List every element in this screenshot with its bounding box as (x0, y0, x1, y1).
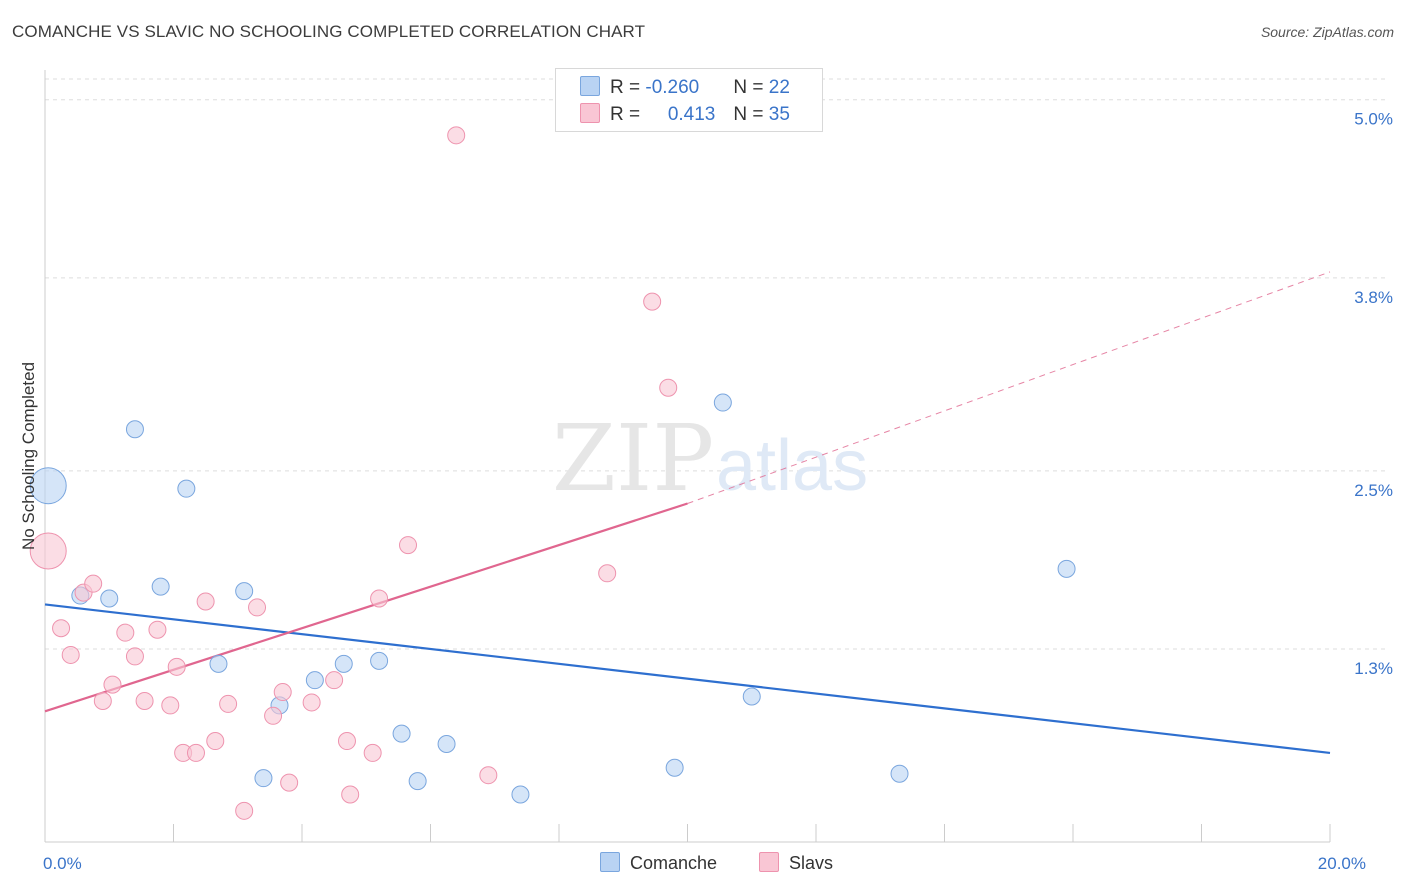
slavs-point-31 (479, 766, 498, 785)
comanche-trend-line (44, 603, 1331, 755)
comanche-point-21 (1057, 559, 1076, 578)
y-tick-label-0: 1.3% (1354, 659, 1393, 678)
trend-layer (44, 271, 1331, 755)
comanche-r-label: R = (610, 77, 646, 98)
slavs-point-7 (125, 647, 144, 666)
x-tick-label-1: 20.0% (1318, 854, 1366, 873)
y-axis-title: No Schooling Completed (19, 362, 38, 550)
slavs-point-5 (103, 675, 122, 694)
slavs-point-18 (248, 598, 267, 617)
x-tick-label-0: 0.0% (43, 854, 82, 873)
chart-title: COMANCHE VS SLAVIC NO SCHOOLING COMPLETE… (12, 22, 646, 41)
slavs-point-27 (370, 589, 389, 608)
slavs-n-value: 35 (768, 104, 790, 125)
comanche-point-10 (334, 654, 353, 673)
comanche-r-value: -0.260 (645, 77, 700, 98)
slavs-point-4 (84, 574, 103, 593)
slavs-trend-line (44, 502, 688, 713)
slavs-r-label: R = (610, 104, 646, 125)
slavs-swatch (580, 103, 600, 123)
bottom-slavs-label: Slavs (789, 853, 834, 873)
comanche-point-18 (713, 393, 732, 412)
y-tick-label-3: 5.0% (1354, 110, 1393, 129)
slavs-point-1 (52, 619, 71, 638)
bottom-comanche-swatch (600, 852, 620, 872)
comanche-swatch (580, 76, 600, 96)
axis-layer (44, 70, 1331, 843)
comanche-n-value: 22 (768, 77, 790, 98)
comanche-point-2 (177, 479, 196, 498)
slavs-point-23 (325, 671, 344, 690)
comanche-point-16 (511, 785, 530, 804)
slavs-point-21 (280, 773, 299, 792)
slavs-point-32 (598, 564, 617, 583)
grid-layer (45, 78, 1385, 650)
watermark: ZIP atlas (552, 405, 868, 512)
comanche-point-14 (254, 769, 273, 788)
comanche-point-0 (29, 467, 67, 505)
slavs-point-24 (337, 732, 356, 751)
comanche-point-4 (100, 589, 119, 608)
comanche-point-7 (209, 654, 228, 673)
slavs-point-26 (363, 743, 382, 762)
comanche-point-11 (370, 651, 389, 670)
y-tick-label-1: 2.5% (1354, 481, 1393, 500)
bottom-comanche-label: Comanche (630, 853, 718, 873)
slavs-point-11 (161, 696, 180, 715)
bottom-legend-slavs: Slavs (759, 852, 833, 874)
comanche-n-label: N = (733, 77, 769, 98)
correlation-legend: R = -0.260 N = 22 R = 0.413 N = 35 (555, 68, 823, 132)
slavs-point-22 (302, 693, 321, 712)
slavs-point-20 (273, 683, 292, 702)
bottom-legend-comanche: Comanche (600, 852, 717, 874)
comanche-point-6 (235, 582, 254, 601)
slavs-point-15 (196, 592, 215, 611)
comanche-point-20 (890, 764, 909, 783)
legend-row-slavs: R = 0.413 N = 35 (580, 103, 790, 127)
points-layer (29, 126, 1076, 820)
slavs-point-16 (206, 732, 225, 751)
slavs-point-0 (29, 532, 67, 570)
comanche-point-19 (742, 687, 761, 706)
slavs-point-10 (148, 620, 167, 639)
comanche-point-13 (437, 735, 456, 754)
watermark-zip: ZIP (552, 405, 714, 512)
y-tick-label-2: 3.8% (1354, 288, 1393, 307)
slavs-point-9 (135, 691, 154, 710)
comanche-point-17 (665, 758, 684, 777)
comanche-point-5 (151, 577, 170, 596)
comanche-point-15 (408, 772, 427, 791)
slavs-point-25 (341, 785, 360, 804)
slavs-r-value: 0.413 (667, 104, 716, 125)
slavs-point-17 (219, 694, 238, 713)
slavs-n-label: N = (733, 104, 769, 125)
slavs-trend-extension (687, 271, 1331, 504)
comanche-point-1 (125, 420, 144, 439)
comanche-point-9 (305, 671, 324, 690)
slavs-point-12 (167, 657, 186, 676)
bottom-slavs-swatch (759, 852, 779, 872)
slavs-point-6 (116, 623, 135, 642)
label-layer: 1.3% 2.5% 3.8% 5.0% 0.0% 20.0% No Schooling Co… (19, 110, 1393, 873)
comanche-point-12 (392, 724, 411, 743)
slavs-point-30 (447, 126, 466, 145)
legend-row-comanche: R = -0.260 N = 22 (580, 76, 790, 100)
slavs-point-29 (399, 536, 418, 555)
slavs-point-19 (264, 706, 283, 725)
slavs-point-14 (186, 743, 205, 762)
slavs-point-8 (93, 691, 112, 710)
slavs-point-28 (235, 801, 254, 820)
slavs-point-34 (659, 378, 678, 397)
slavs-point-33 (643, 292, 662, 311)
source-label: Source: ZipAtlas.com (1260, 24, 1394, 40)
slavs-point-2 (61, 645, 80, 664)
